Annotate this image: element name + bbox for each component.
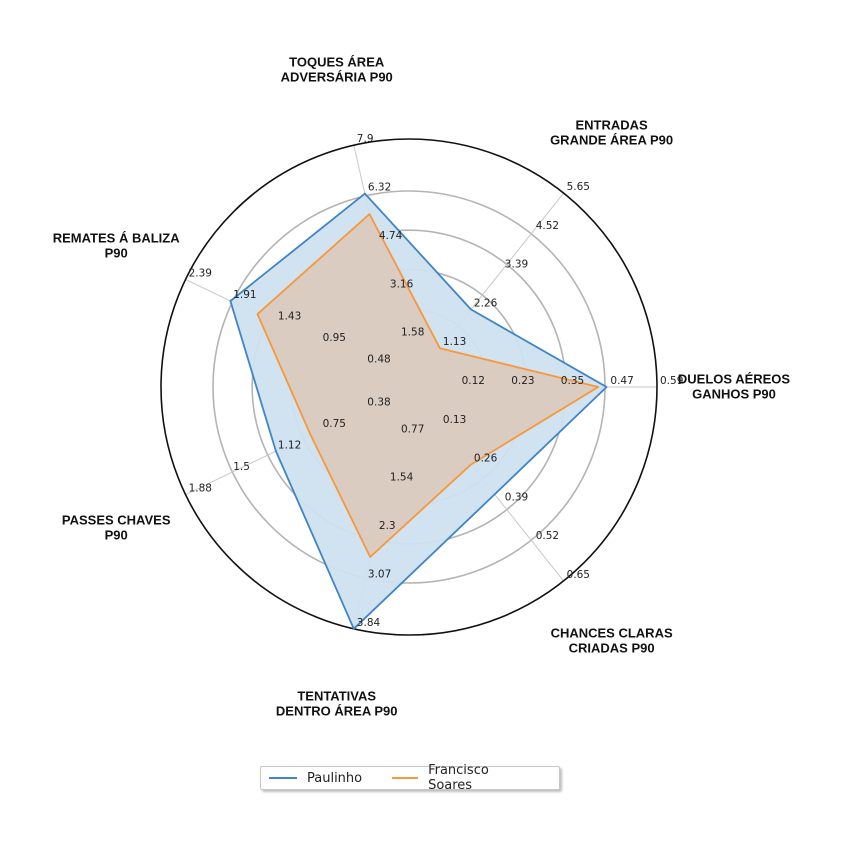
legend-item-francisco-soares: Francisco Soares — [392, 763, 529, 793]
tick-label-4-2: 1.12 — [278, 440, 301, 452]
tick-label-3-0: 0.48 — [367, 354, 390, 366]
tick-label-0-1: 0.23 — [511, 375, 534, 387]
axis-label-5-line-1: DENTRO ÁREA P90 — [276, 703, 398, 718]
tick-label-3-2: 1.43 — [278, 310, 301, 322]
tick-label-2-0: 1.58 — [401, 327, 424, 339]
tick-label-6-1: 0.26 — [474, 453, 498, 465]
legend-swatch-paulinho — [269, 777, 297, 779]
tick-label-5-0: 0.77 — [401, 423, 424, 435]
tick-label-5-2: 2.3 — [379, 520, 396, 532]
tick-label-6-4: 0.65 — [567, 569, 590, 581]
tick-label-4-1: 0.75 — [323, 418, 346, 430]
legend-label-paulinho: Paulinho — [307, 770, 363, 786]
series-polygon-1 — [256, 213, 600, 558]
tick-label-1-1: 2.26 — [474, 297, 498, 309]
axis-label-3-line-1: P90 — [105, 246, 128, 261]
tick-label-4-4: 1.88 — [189, 483, 212, 495]
axis-label-6-line-1: CRIADAS P90 — [569, 641, 655, 656]
axis-label-3-line-0: REMATES Á BALIZA — [53, 231, 180, 246]
tick-label-6-2: 0.39 — [505, 491, 528, 503]
axis-label-0-line-1: GANHOS P90 — [692, 387, 776, 402]
tick-label-3-3: 1.91 — [233, 289, 256, 301]
tick-label-1-3: 4.52 — [536, 220, 559, 232]
tick-label-1-2: 3.39 — [505, 259, 528, 271]
tick-label-0-2: 0.35 — [561, 375, 584, 387]
axis-label-4-line-0: PASSES CHAVES — [62, 513, 171, 528]
axis-label-5-line-0: TENTATIVAS — [297, 688, 376, 703]
axis-label-1-line-1: GRANDE ÁREA P90 — [550, 132, 673, 147]
tick-label-4-3: 1.5 — [233, 461, 250, 473]
axis-label-6-line-0: CHANCES CLARAS — [551, 626, 673, 641]
tick-label-6-0: 0.13 — [443, 414, 466, 426]
tick-label-2-3: 6.32 — [368, 182, 391, 194]
tick-label-5-3: 3.07 — [368, 568, 391, 580]
tick-label-6-3: 0.52 — [536, 530, 559, 542]
tick-label-5-4: 3.84 — [357, 617, 381, 629]
legend-swatch-francisco-soares — [392, 777, 419, 779]
tick-label-3-4: 2.39 — [189, 267, 212, 279]
tick-label-5-1: 1.54 — [390, 472, 414, 484]
outer-frame — [160, 138, 658, 636]
axis-label-2-line-0: TOQUES ÁREA — [289, 55, 385, 70]
tick-label-2-4: 7.9 — [357, 133, 374, 145]
tick-label-4-0: 0.38 — [367, 397, 390, 409]
tick-label-0-3: 0.47 — [610, 375, 633, 387]
tick-label-2-2: 4.74 — [379, 230, 403, 242]
legend-label-francisco-soares: Francisco Soares — [428, 763, 489, 793]
tick-label-0-0: 0.12 — [462, 375, 485, 387]
tick-label-3-1: 0.95 — [323, 332, 346, 344]
axis-label-1-line-0: ENTRADAS — [575, 117, 648, 132]
legend-item-paulinho: Paulinho — [269, 771, 362, 786]
tick-label-1-4: 5.65 — [567, 181, 590, 193]
tick-label-1-0: 1.13 — [443, 336, 466, 348]
legend: Paulinho Francisco Soares — [260, 763, 560, 793]
axis-label-2-line-1: ADVERSÁRIA P90 — [281, 70, 393, 85]
axis-label-4-line-1: P90 — [105, 528, 128, 543]
tick-label-0-4: 0.59 — [660, 375, 683, 387]
tick-label-2-1: 3.16 — [390, 278, 414, 290]
axis-label-0-line-0: DUELOS AÉREOS — [678, 372, 791, 387]
